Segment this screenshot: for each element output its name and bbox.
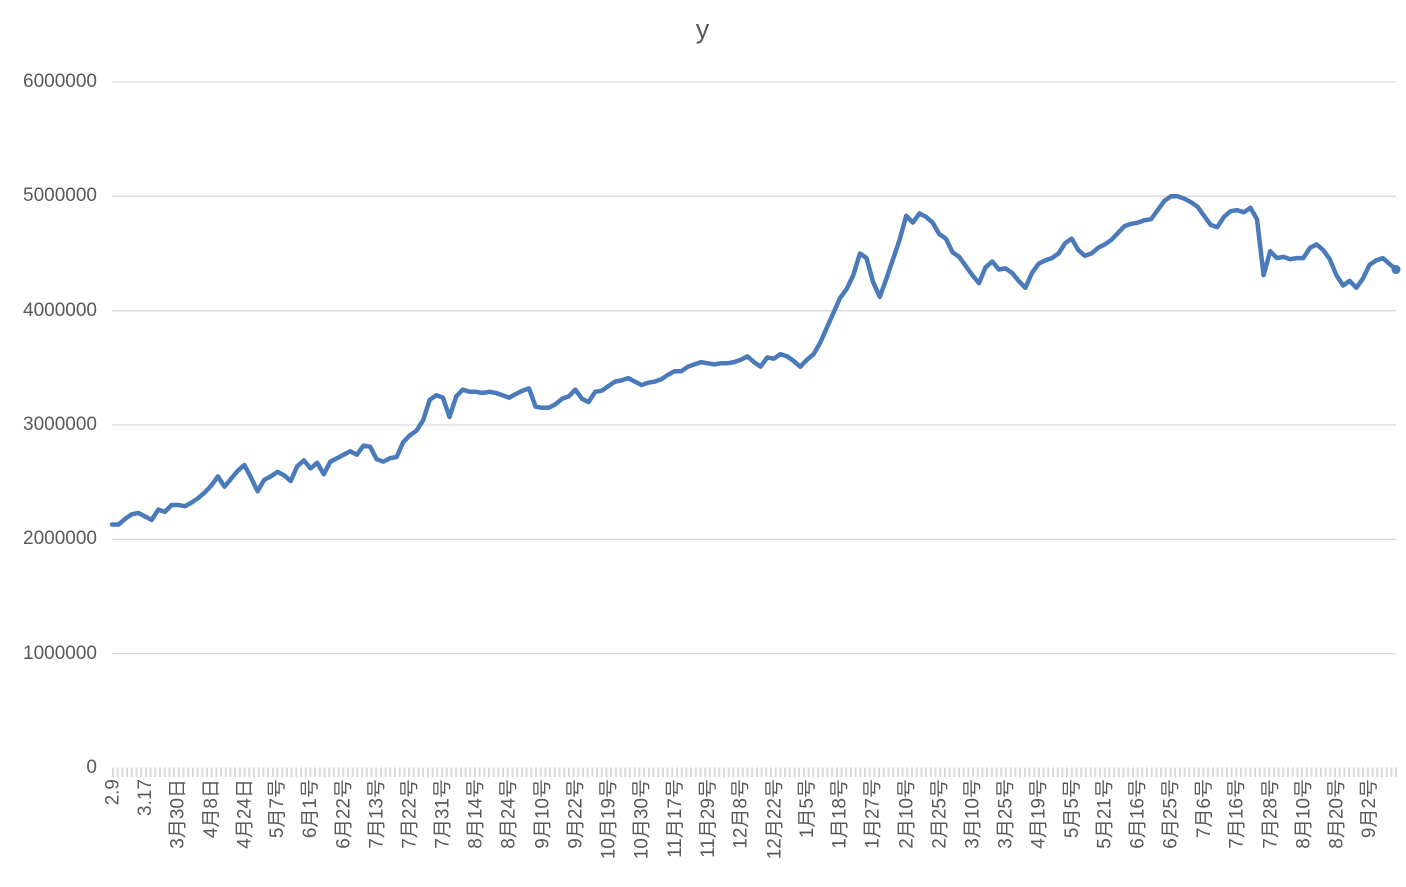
y-tick-label: 6000000 (23, 71, 97, 92)
y-tick-label: 2000000 (23, 528, 97, 550)
x-axis-tick-band (112, 767, 1398, 777)
series-end-marker (1391, 265, 1401, 275)
y-tick-label: 1000000 (23, 642, 97, 664)
y-tick-label: 5000000 (23, 185, 97, 207)
y-tick-label: 4000000 (23, 299, 97, 321)
y-tick-label: 3000000 (23, 414, 97, 435)
y-tick-label: 0 (86, 757, 97, 778)
series-line (109, 194, 1399, 527)
chart-title: y (695, 14, 711, 44)
